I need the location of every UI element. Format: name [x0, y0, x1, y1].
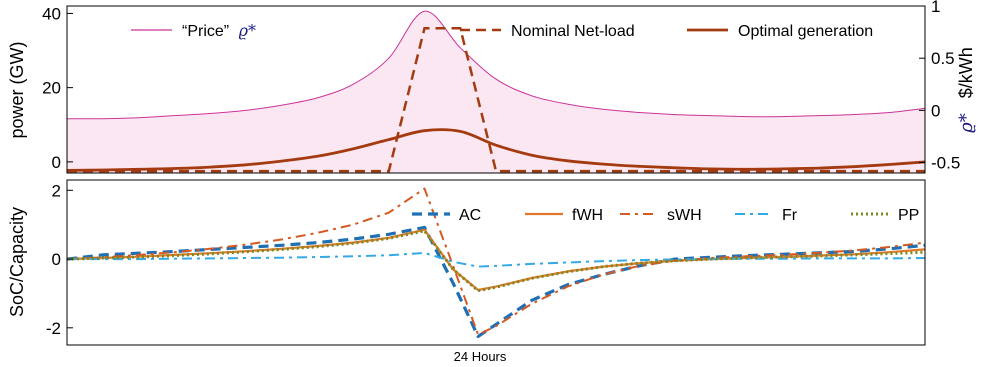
bottom-left-tick-label: 2	[52, 181, 61, 200]
price-line	[66, 10, 926, 120]
price-fill-area	[67, 11, 925, 173]
soc-line-fr	[67, 251, 926, 268]
top-right-tick-label: -0.5	[931, 154, 960, 173]
svg-text:ϱ* $/kWh: ϱ* $/kWh	[956, 47, 977, 133]
top-right-axis: -0.5 0 0.5 1	[919, 0, 960, 173]
legend-label-net-load: Nominal Net-load	[511, 23, 635, 40]
power-price-panel: 0 20 40 -0.5 0 0.5 1 power (GW) ϱ* $/kWh “Pri…	[7, 0, 977, 174]
top-right-ylabel-group: ϱ* $/kWh	[956, 47, 977, 133]
top-right-tick-label: 0	[931, 101, 940, 120]
top-left-axis: 0 20 40	[42, 4, 73, 172]
legend-label-pp: PP	[898, 207, 919, 224]
top-right-ylabel: $/kWh	[956, 47, 976, 98]
soc-line-swh	[66, 187, 926, 336]
soc-panel: -2 0 2 SoC/Capacity 24 Hours AC fWH sWH Fr PP	[7, 179, 926, 364]
nominal-net-load-line	[67, 27, 925, 173]
legend-label-generation: Optimal generation	[738, 23, 873, 40]
top-right-tick-label: 0.5	[931, 49, 955, 68]
bottom-plot-frame	[66, 179, 926, 346]
soc-line-ac	[66, 225, 926, 338]
soc-line-fwh	[66, 228, 926, 292]
legend-label-swh: sWH	[667, 207, 702, 224]
soc-lines	[66, 187, 926, 338]
bottom-left-tick-label: -2	[46, 319, 61, 338]
top-left-tick-label: 0	[52, 153, 61, 172]
legend-label-price: “Price” ϱ*	[182, 21, 256, 40]
legend-label-fwh: fWH	[572, 207, 603, 224]
top-plot-frame	[66, 5, 926, 174]
top-ylabel: power (GW)	[7, 41, 27, 138]
legend-label-fr: Fr	[782, 207, 798, 224]
top-legend: “Price” ϱ* Nominal Net-load Optimal gene…	[131, 21, 873, 40]
optimal-generation-line	[66, 128, 926, 172]
top-left-tick-label: 40	[42, 4, 61, 23]
soc-line-pp	[66, 229, 926, 293]
bottom-left-axis: -2 0 2	[46, 181, 73, 338]
bottom-left-tick-label: 0	[52, 250, 61, 269]
legend-label-ac: AC	[459, 207, 481, 224]
bottom-ylabel: SoC/Capacity	[7, 207, 27, 317]
top-right-tick-label: 1	[931, 0, 940, 16]
bottom-legend: AC fWH sWH Fr PP	[412, 207, 919, 224]
bottom-xlabel: 24 Hours	[454, 349, 507, 364]
top-left-tick-label: 20	[42, 79, 61, 98]
rho-star-symbol: ϱ*	[956, 113, 977, 133]
